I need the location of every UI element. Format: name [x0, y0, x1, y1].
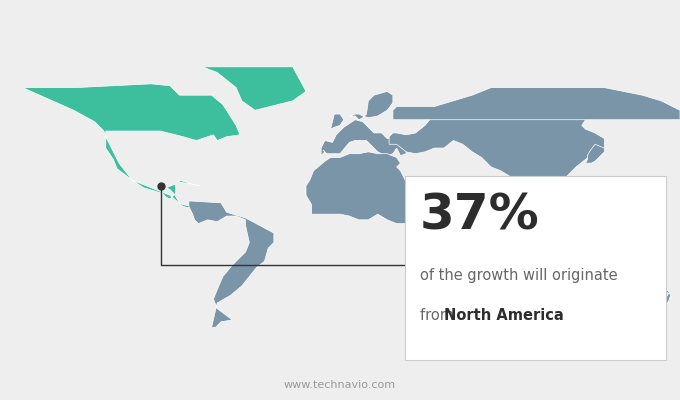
Text: from: from	[420, 308, 458, 323]
Polygon shape	[393, 88, 680, 120]
Text: North America: North America	[444, 308, 564, 323]
Text: www.technavio.com: www.technavio.com	[284, 380, 396, 390]
Polygon shape	[180, 180, 200, 186]
Polygon shape	[306, 152, 425, 224]
Polygon shape	[658, 288, 670, 310]
Polygon shape	[22, 84, 240, 208]
Polygon shape	[350, 91, 393, 120]
Text: of the growth will originate: of the growth will originate	[420, 268, 617, 283]
Polygon shape	[556, 246, 627, 295]
Polygon shape	[389, 88, 605, 201]
Text: 37%: 37%	[420, 192, 539, 240]
Polygon shape	[189, 201, 274, 328]
Polygon shape	[330, 114, 344, 129]
Polygon shape	[469, 182, 491, 208]
Polygon shape	[321, 120, 406, 156]
Polygon shape	[585, 144, 605, 163]
Polygon shape	[202, 67, 306, 110]
Polygon shape	[522, 182, 548, 214]
Polygon shape	[491, 207, 495, 212]
